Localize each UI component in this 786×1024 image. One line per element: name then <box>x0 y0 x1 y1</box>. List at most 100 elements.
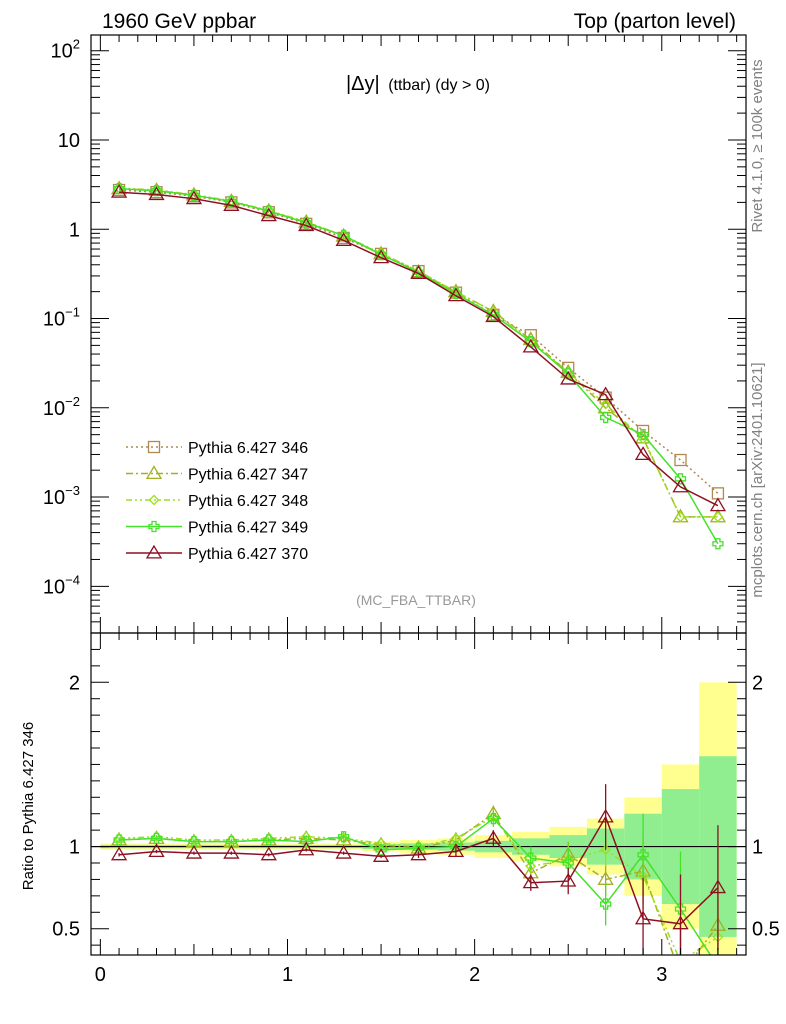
legend-marker <box>145 465 163 480</box>
ratio-series-group <box>110 784 727 980</box>
data-point <box>148 843 165 858</box>
data-point <box>637 429 649 441</box>
data-point <box>599 411 612 424</box>
y-tick-label-base: 10 <box>43 487 65 509</box>
y-tick-label-base: 10 <box>58 130 80 152</box>
main-frame <box>90 34 747 634</box>
data-point <box>150 832 163 845</box>
data-point <box>225 835 238 848</box>
data-point <box>188 835 200 848</box>
y-tick-label: 10−2 <box>43 394 80 420</box>
data-point <box>712 538 724 550</box>
data-point <box>672 478 689 493</box>
x-tick-label: 0 <box>95 964 106 986</box>
data-point <box>372 848 390 862</box>
data-point <box>485 308 502 323</box>
x-tick-label: 3 <box>656 964 667 986</box>
data-point <box>185 844 203 859</box>
data-point <box>298 841 315 856</box>
data-point <box>260 846 277 861</box>
data-point <box>713 962 723 972</box>
data-point <box>562 857 574 869</box>
data-point <box>672 915 689 930</box>
ratio-y-tick-label-right: 1 <box>752 837 763 859</box>
data-point <box>375 844 387 856</box>
legend-label: Pythia 6.427 347 <box>188 467 308 484</box>
data-point <box>375 248 387 261</box>
data-point <box>674 968 688 980</box>
y-tick-label-base: 10 <box>51 41 73 63</box>
data-point <box>599 898 612 910</box>
ratio-y-tick-label-right: 2 <box>752 672 763 694</box>
data-point <box>335 232 352 246</box>
data-point <box>113 832 125 844</box>
ratio-series-pythia-6-427-370 <box>110 784 727 955</box>
y-tick-label: 10 <box>58 130 80 152</box>
data-point <box>110 846 128 861</box>
ratio-panel: 0 1 2 3 2 2 1 1 0.5 0.5 <box>52 632 780 986</box>
data-point <box>412 842 425 854</box>
y-tick-label: 1 <box>69 219 80 241</box>
data-point <box>185 190 203 205</box>
y-tick-label-base: 10 <box>43 398 65 420</box>
y-tick-label-base: 1 <box>69 219 80 241</box>
data-point <box>487 812 500 825</box>
legend-label: Pythia 6.427 370 <box>188 546 308 563</box>
data-point <box>712 511 724 523</box>
main-title-symbol: |Δy| <box>346 73 380 95</box>
legend-entry-pythia-6-427-349: Pythia 6.427 349 <box>126 520 308 537</box>
legend-marker <box>148 494 160 506</box>
y-tick-label-exponent: −1 <box>65 305 80 320</box>
data-point <box>150 185 163 197</box>
data-point <box>485 830 502 844</box>
header-right: Top (parton level) <box>574 10 736 33</box>
data-point <box>148 186 165 201</box>
side-mcplots-label: mcplots.cern.ch [arXiv:2401.10621] <box>749 362 766 597</box>
data-point <box>410 265 427 279</box>
series-pythia-6-427-349 <box>113 183 724 550</box>
series-line <box>119 815 719 925</box>
y-tick-label-base: 10 <box>43 309 65 331</box>
series-line <box>119 189 719 494</box>
data-point <box>634 446 652 461</box>
x-tick-label: 2 <box>469 964 480 986</box>
legend-marker <box>148 520 160 533</box>
data-point <box>375 837 387 849</box>
ratio-y-tick-label: 0.5 <box>52 919 80 941</box>
legend-marker <box>145 544 163 559</box>
watermark-label: (MC_FBA_TTBAR) <box>356 592 476 608</box>
y-tick-label-exponent: −3 <box>65 483 80 498</box>
data-point <box>634 910 652 925</box>
data-point <box>597 808 614 823</box>
main-title-sub: (ttbar) (dy > 0) <box>388 77 490 94</box>
data-point <box>223 197 240 211</box>
data-point <box>674 453 687 467</box>
data-point <box>263 832 275 844</box>
y-tick-label-exponent: −4 <box>65 572 80 587</box>
legend-entry-pythia-6-427-346: Pythia 6.427 346 <box>126 440 308 457</box>
x-tick-label: 1 <box>282 964 293 986</box>
data-point <box>600 844 612 856</box>
data-point <box>447 287 465 302</box>
ratio-y-tick-label-right: 0.5 <box>752 919 780 941</box>
main-title: |Δy| (ttbar) (dy > 0) <box>346 73 490 95</box>
data-point <box>597 386 614 401</box>
side-rivet-label: Rivet 4.1.0, ≥ 100k events <box>749 59 766 232</box>
legend-entry-pythia-6-427-347: Pythia 6.427 347 <box>126 465 308 484</box>
data-point <box>223 844 240 859</box>
legend-entry-pythia-6-427-348: Pythia 6.427 348 <box>126 493 308 510</box>
data-point <box>637 849 649 861</box>
data-point <box>560 370 577 385</box>
data-point <box>709 879 727 894</box>
data-point <box>525 852 537 864</box>
header-left: 1960 GeV ppbar <box>102 10 256 33</box>
data-point <box>225 834 237 846</box>
data-point <box>335 844 352 859</box>
ratio-y-tick-label: 1 <box>69 837 80 859</box>
data-point <box>113 834 125 846</box>
legend-label: Pythia 6.427 349 <box>188 520 308 537</box>
y-tick-label: 10−3 <box>43 483 80 509</box>
data-point <box>413 265 424 277</box>
data-point <box>562 368 574 380</box>
